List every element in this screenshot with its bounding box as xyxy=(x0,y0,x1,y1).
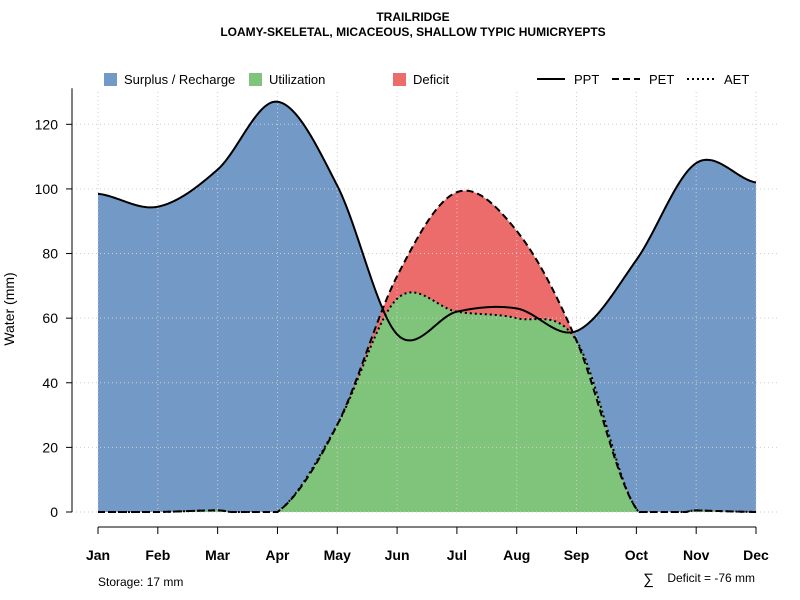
x-tick-label: May xyxy=(324,547,351,563)
series-lines xyxy=(97,100,757,513)
chart-subtitle: LOAMY-SKELETAL, MICACEOUS, SHALLOW TYPIC… xyxy=(220,25,605,39)
area-fills xyxy=(98,101,756,512)
aet-line xyxy=(98,291,757,513)
chart-title: TRAILRIDGE xyxy=(376,10,449,24)
axes: 0 20 40 60 80 100 120 Jan Feb Mar Apr May Jun Jul Aug S… xyxy=(35,88,769,563)
x-tick-label: Aug xyxy=(503,547,530,563)
y-tick-label: 120 xyxy=(35,116,59,132)
x-tick-label: Sep xyxy=(564,547,590,563)
utilization-area xyxy=(98,292,756,512)
y-tick-label: 100 xyxy=(35,181,59,197)
x-tick-label: Apr xyxy=(265,547,290,563)
y-axis-label: Water (mm) xyxy=(1,272,17,345)
legend-swatch xyxy=(393,73,406,86)
y-tick-label: 60 xyxy=(42,310,58,326)
x-tick-label: Jun xyxy=(385,547,410,563)
x-tick-label: Jan xyxy=(86,547,110,563)
legend-swatch xyxy=(249,73,262,86)
y-tick-label: 20 xyxy=(42,439,58,455)
plot-area xyxy=(72,92,780,513)
storage-annotation: Storage: 17 mm xyxy=(98,575,183,589)
ppt-line xyxy=(97,100,757,342)
pet-line xyxy=(98,189,757,513)
legend: Surplus / Recharge Utilization Deficit PPT P… xyxy=(104,72,749,87)
y-tick-label: 80 xyxy=(42,246,58,262)
x-tick-label: Nov xyxy=(683,547,710,563)
x-tick-label: Feb xyxy=(145,547,170,563)
y-tick-label: 0 xyxy=(50,504,58,520)
x-tick-label: Jul xyxy=(447,547,467,563)
x-tick-label: Dec xyxy=(743,547,769,563)
deficit-annotation: Deficit = -76 mm xyxy=(667,571,755,585)
legend-label: Deficit xyxy=(413,72,450,87)
y-tick-label: 40 xyxy=(42,375,58,391)
deficit-sum-icon: ∑ xyxy=(643,571,654,588)
legend-label: AET xyxy=(724,72,749,87)
legend-swatch xyxy=(104,73,117,86)
legend-label: Surplus / Recharge xyxy=(124,72,235,87)
legend-label: PPT xyxy=(574,72,599,87)
legend-label: PET xyxy=(649,72,674,87)
x-tick-label: Oct xyxy=(625,547,649,563)
legend-label: Utilization xyxy=(269,72,325,87)
x-tick-label: Mar xyxy=(205,547,230,563)
